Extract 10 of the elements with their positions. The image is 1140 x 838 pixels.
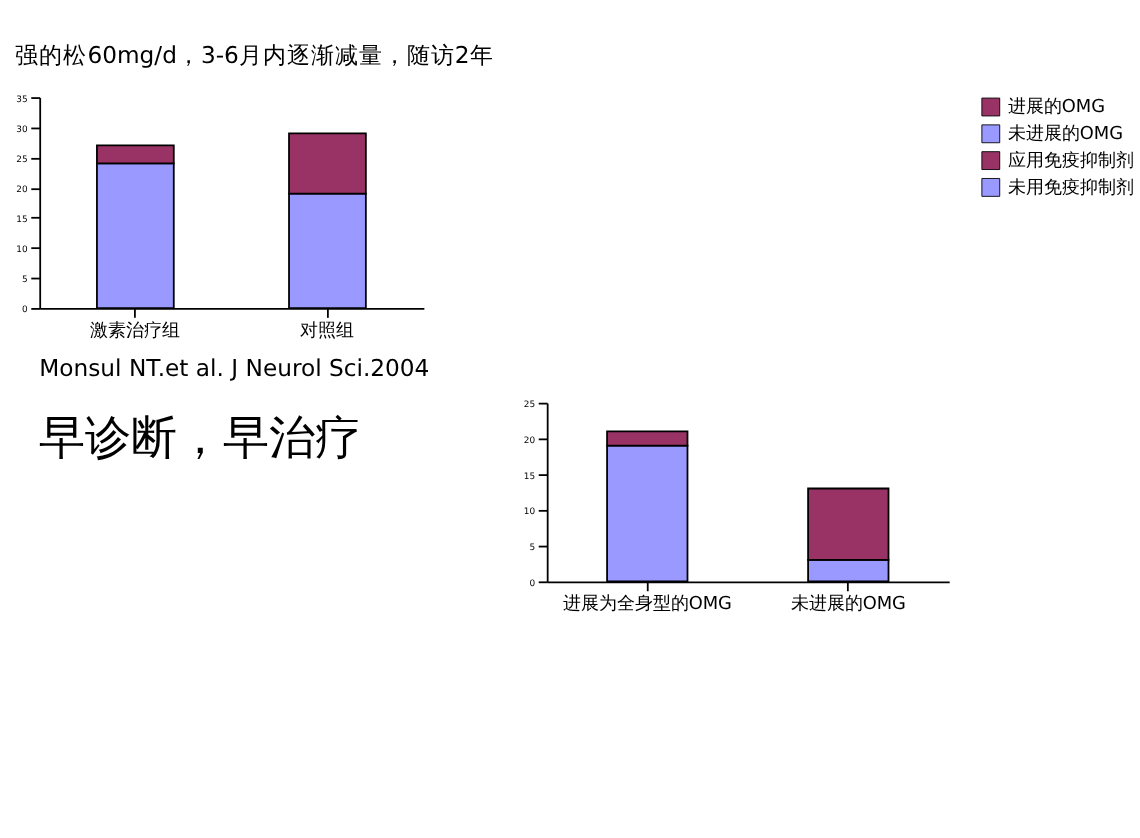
text: 早诊断，早治疗	[39, 410, 362, 465]
legend-label: 进展的OMG	[1007, 96, 1106, 119]
x-tick-label: 对照组	[300, 319, 355, 342]
text: 应用免疫抑制剂	[1007, 149, 1134, 172]
x-tick-label: 进展为全身型的OMG	[562, 593, 733, 616]
chart-title: 强的松60mg/d，3-6月内逐渐减量，随访2年	[15, 41, 494, 70]
legend-label: 未进展的OMG	[1007, 123, 1124, 146]
text: 未用免疫抑制剂	[1007, 176, 1134, 199]
x-tick-label: 激素治疗组	[90, 319, 181, 342]
text: Monsul NT.et al. J Neurol Sci.2004	[39, 353, 430, 382]
